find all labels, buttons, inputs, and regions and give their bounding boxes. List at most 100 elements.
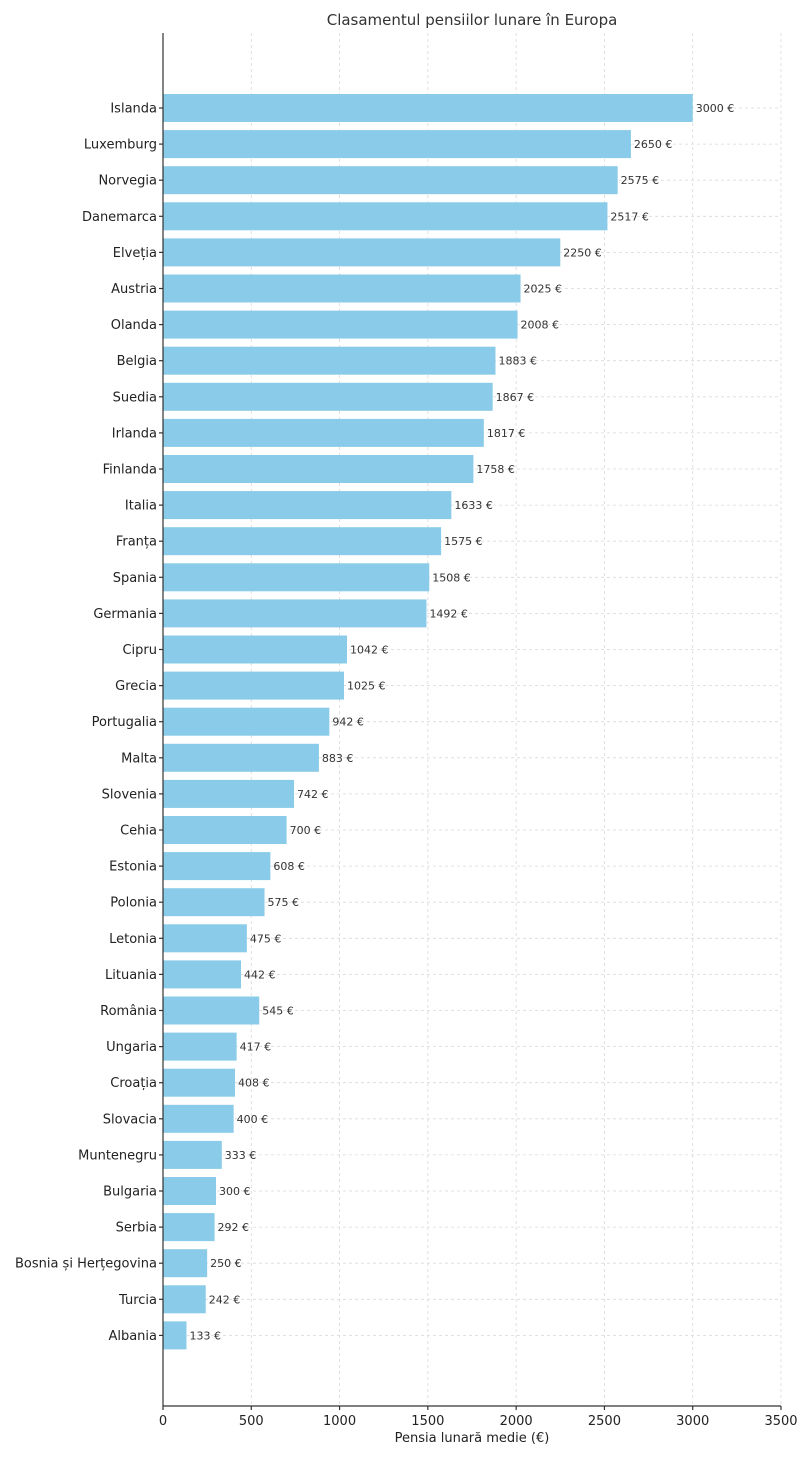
- bar: [163, 1140, 222, 1169]
- category-label: Ungaria: [106, 1040, 157, 1055]
- value-label: 608 €: [273, 860, 305, 873]
- bar: [163, 635, 347, 664]
- bar: [163, 1249, 208, 1278]
- value-label: 3000 €: [696, 102, 735, 115]
- value-labels: 3000 € 2650 € 2575 € 2517 € 2250 € 2025 € 2008…: [189, 102, 734, 1342]
- chart-title: Clasamentul pensiilor lunare în Europa: [327, 11, 618, 29]
- x-tick-label: 2500: [588, 1414, 621, 1429]
- value-label: 2025 €: [524, 283, 563, 296]
- value-label: 883 €: [322, 752, 354, 765]
- value-label: 1867 €: [496, 391, 534, 404]
- category-label: Croația: [110, 1076, 157, 1091]
- category-label: Muntenegru: [78, 1148, 157, 1163]
- value-label: 2250 €: [563, 246, 602, 259]
- value-label: 545 €: [262, 1005, 294, 1018]
- bar: [163, 1104, 234, 1133]
- bar: [163, 346, 496, 375]
- bar: [163, 274, 521, 303]
- x-tick-label: 2000: [500, 1414, 533, 1429]
- category-label: Portugalia: [92, 715, 157, 730]
- category-label: Belgia: [117, 354, 157, 369]
- category-label: Islanda: [110, 102, 157, 117]
- bar: [163, 491, 452, 520]
- category-label: Franța: [116, 535, 157, 550]
- category-label: Slovenia: [102, 787, 157, 802]
- bar: [163, 599, 427, 628]
- bar: [163, 707, 330, 736]
- category-label: Grecia: [115, 679, 157, 694]
- bar: [163, 1177, 216, 1205]
- category-label: Letonia: [109, 932, 157, 947]
- value-label: 1758 €: [476, 463, 515, 476]
- value-label: 133 €: [189, 1329, 221, 1342]
- value-label: 1633 €: [454, 499, 493, 512]
- bar: [163, 1321, 187, 1350]
- value-label: 1817 €: [487, 427, 526, 440]
- x-tick-label: 1000: [323, 1414, 356, 1429]
- value-label: 400 €: [237, 1113, 269, 1126]
- value-label: 300 €: [219, 1185, 251, 1198]
- value-label: 1883 €: [498, 355, 537, 368]
- x-tick-label: 3500: [764, 1414, 797, 1429]
- category-label: Slovacia: [103, 1112, 157, 1127]
- value-label: 333 €: [225, 1149, 257, 1162]
- category-label: Austria: [111, 282, 157, 297]
- value-label: 475 €: [250, 932, 282, 945]
- category-label: Finlanda: [103, 463, 157, 478]
- x-tick-label: 1500: [411, 1414, 444, 1429]
- x-axis-title: Pensia lunară medie (€): [395, 1431, 550, 1446]
- bar: [163, 202, 608, 231]
- category-label: Cipru: [122, 643, 157, 658]
- category-label: Danemarca: [82, 210, 157, 225]
- value-label: 2008 €: [521, 319, 560, 332]
- category-label: Norvegia: [98, 174, 157, 189]
- bars: [163, 94, 693, 1350]
- x-axis-ticks: 0 500 1000 1500 2000 2500 3000 3500: [159, 107, 798, 1429]
- bar: [163, 418, 484, 447]
- value-label: 2650 €: [634, 138, 673, 151]
- category-label: Irlanda: [112, 426, 157, 441]
- category-label: România: [100, 1004, 157, 1019]
- category-label: Polonia: [110, 896, 157, 911]
- value-label: 442 €: [244, 968, 275, 981]
- bar: [163, 166, 618, 195]
- bar: [163, 996, 260, 1025]
- category-label: Italia: [125, 499, 157, 514]
- value-label: 417 €: [240, 1041, 272, 1054]
- category-label: Serbia: [116, 1221, 157, 1236]
- category-label: Luxemburg: [84, 138, 157, 153]
- category-label: Malta: [121, 751, 157, 766]
- category-label: Spania: [113, 571, 157, 586]
- value-label: 700 €: [290, 824, 322, 837]
- value-label: 942 €: [332, 716, 364, 729]
- value-label: 242 €: [209, 1293, 241, 1306]
- bar: [163, 743, 319, 772]
- bar: [163, 382, 493, 411]
- bar: [163, 671, 344, 700]
- category-label: Lituania: [105, 968, 157, 983]
- category-label: Olanda: [111, 318, 157, 333]
- bar: [163, 1032, 237, 1061]
- category-label: Germania: [93, 607, 157, 622]
- value-label: 1575 €: [444, 535, 483, 548]
- bar: [163, 852, 271, 881]
- category-label: Bosnia și Herțegovina: [15, 1257, 157, 1272]
- bar: [163, 1068, 236, 1097]
- bar: [163, 816, 287, 844]
- bar: [163, 1213, 215, 1242]
- value-label: 250 €: [210, 1257, 242, 1270]
- bar: [163, 310, 518, 339]
- value-label: 292 €: [218, 1221, 250, 1234]
- x-tick-label: 500: [239, 1414, 264, 1429]
- bar: [163, 779, 295, 808]
- value-label: 2517 €: [610, 210, 649, 223]
- bar: [163, 960, 242, 989]
- bar: [163, 527, 442, 556]
- bar: [163, 563, 430, 592]
- value-label: 1492 €: [429, 607, 468, 620]
- category-label: Elveția: [113, 246, 157, 261]
- category-label: Turcia: [118, 1293, 157, 1308]
- category-label: Albania: [108, 1329, 157, 1344]
- bar: [163, 924, 247, 953]
- category-label: Estonia: [109, 860, 157, 875]
